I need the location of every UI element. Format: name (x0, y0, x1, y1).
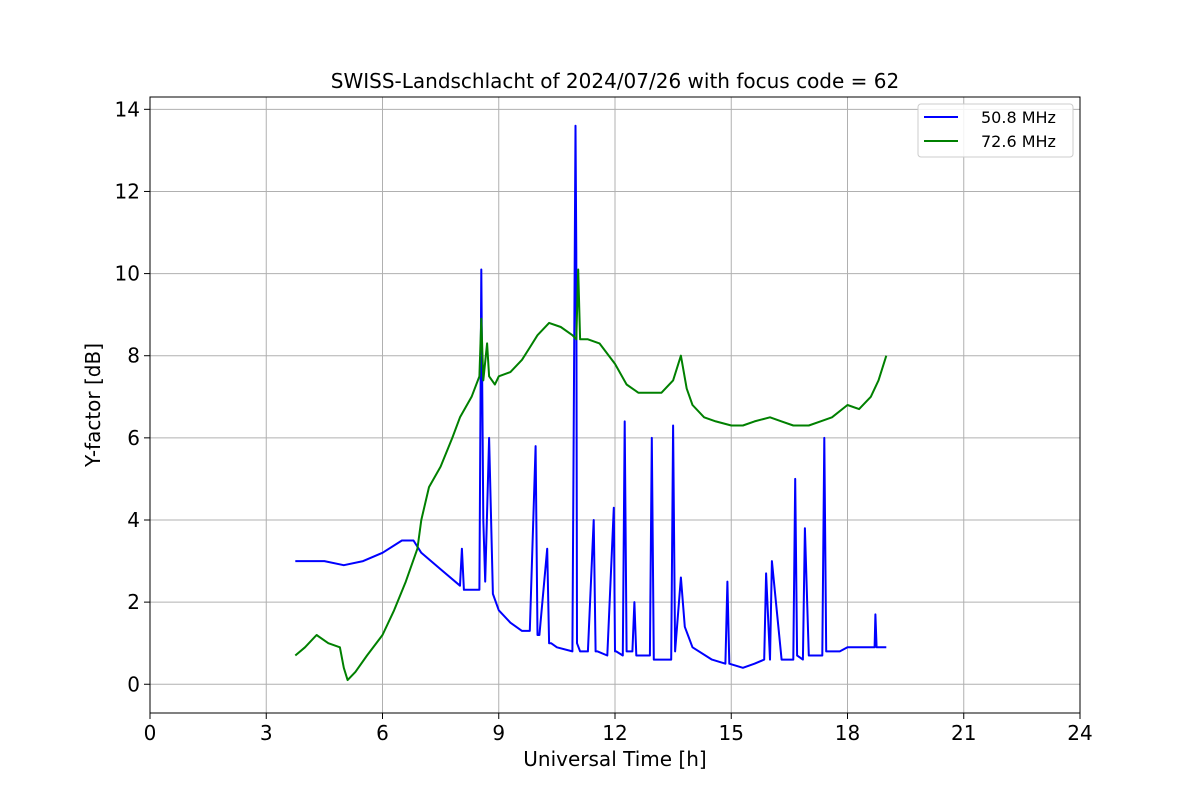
x-tick-label: 24 (1067, 721, 1092, 745)
y-tick-label: 10 (115, 262, 140, 286)
chart-title: SWISS-Landschlacht of 2024/07/26 with fo… (331, 69, 899, 93)
x-tick-label: 12 (602, 721, 627, 745)
series-line-72-6-mhz (294, 268, 888, 682)
series-line-50-8-mhz (295, 124, 887, 669)
x-tick-label: 9 (492, 721, 505, 745)
y-tick-label: 14 (115, 97, 140, 121)
x-tick-label: 15 (719, 721, 744, 745)
legend-label-50-8-mhz: 50.8 MHz (981, 108, 1056, 127)
y-axis-label: Y-factor [dB] (81, 343, 105, 468)
x-tick-label: 18 (835, 721, 860, 745)
y-tick-label: 2 (127, 590, 140, 614)
y-tick-label: 0 (127, 672, 140, 696)
y-tick-label: 8 (127, 344, 140, 368)
legend-label-72-6-mhz: 72.6 MHz (981, 132, 1056, 151)
series-lines (294, 124, 888, 682)
x-tick-label: 0 (144, 721, 157, 745)
x-axis-label: Universal Time [h] (523, 747, 706, 771)
grid (149, 97, 1081, 713)
y-tick-label: 12 (115, 179, 140, 203)
legend: 50.8 MHz 72.6 MHz (917, 103, 1074, 158)
x-tick-label: 21 (951, 721, 976, 745)
x-tick-label: 3 (260, 721, 273, 745)
y-tick-label: 6 (127, 426, 140, 450)
x-tick-label: 6 (376, 721, 389, 745)
y-tick-label: 4 (127, 508, 140, 532)
